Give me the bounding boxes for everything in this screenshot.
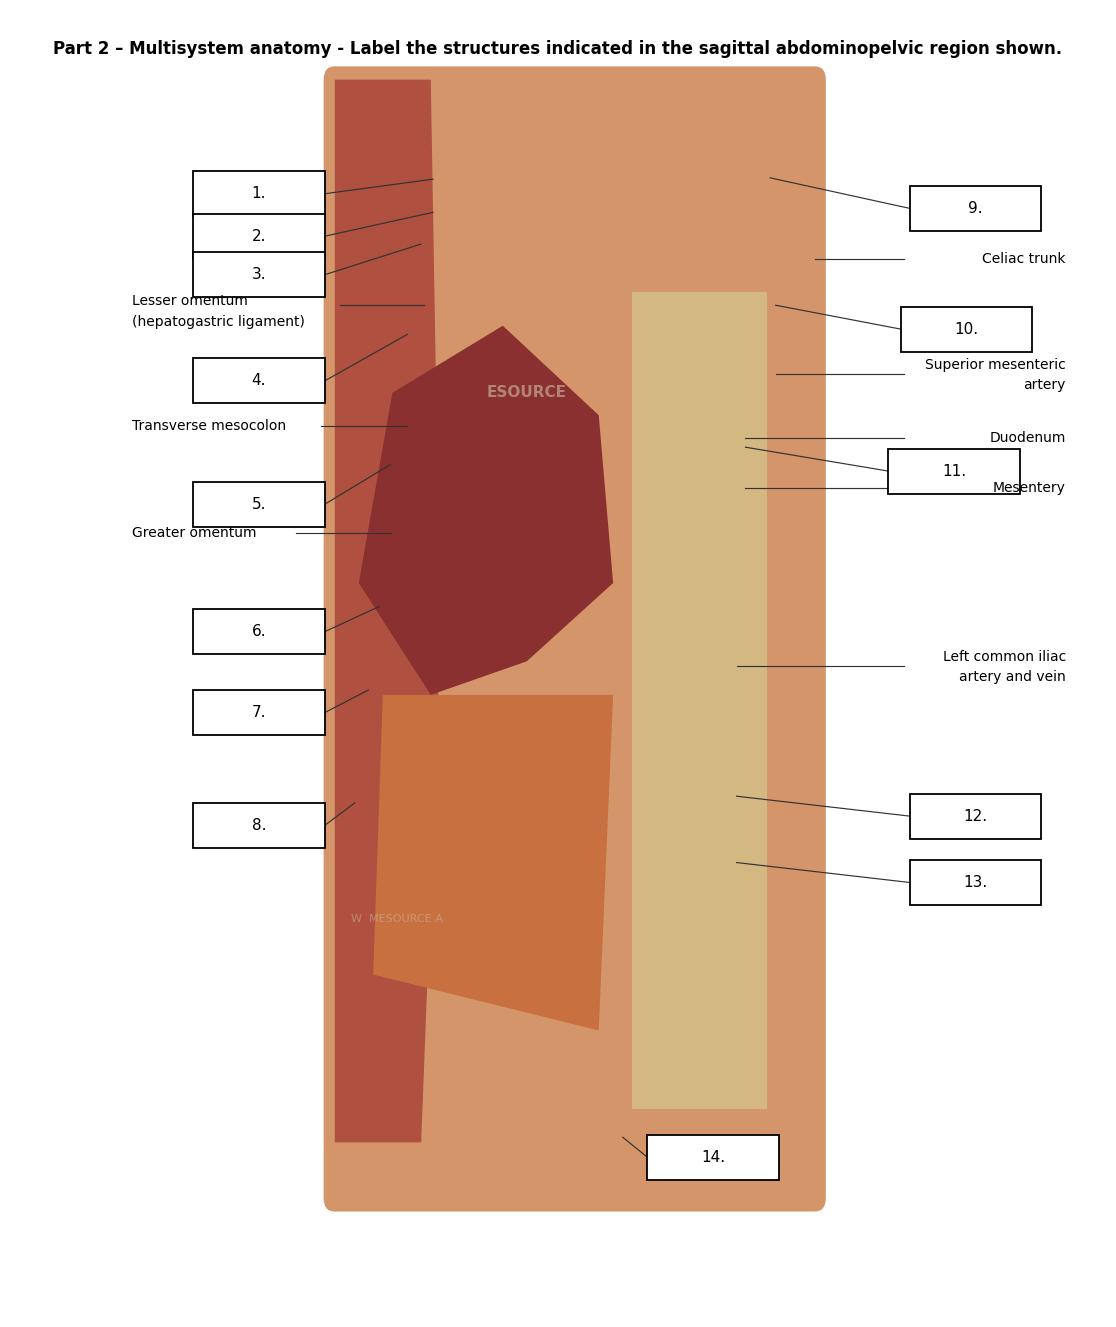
FancyBboxPatch shape <box>193 482 325 527</box>
FancyBboxPatch shape <box>193 690 325 735</box>
Text: 2.: 2. <box>252 228 266 244</box>
Text: Left common iliac: Left common iliac <box>943 650 1066 664</box>
Text: 4.: 4. <box>252 373 266 389</box>
Text: Mesentery: Mesentery <box>993 482 1066 495</box>
Text: Greater omentum: Greater omentum <box>132 527 257 540</box>
Polygon shape <box>335 80 441 1143</box>
FancyBboxPatch shape <box>901 307 1032 352</box>
Text: artery and vein: artery and vein <box>959 670 1066 683</box>
Text: W  MESOURCE.A: W MESOURCE.A <box>352 913 443 924</box>
FancyBboxPatch shape <box>193 609 325 654</box>
Text: 6.: 6. <box>251 624 267 640</box>
Text: 7.: 7. <box>252 705 266 721</box>
Text: Duodenum: Duodenum <box>990 431 1066 445</box>
Text: 13.: 13. <box>963 874 988 890</box>
FancyBboxPatch shape <box>193 171 325 216</box>
FancyBboxPatch shape <box>193 214 325 259</box>
FancyBboxPatch shape <box>193 358 325 403</box>
FancyBboxPatch shape <box>647 1135 779 1180</box>
Text: 1.: 1. <box>252 186 266 202</box>
Text: 14.: 14. <box>701 1149 725 1165</box>
FancyBboxPatch shape <box>910 186 1041 231</box>
Text: ESOURCE: ESOURCE <box>487 385 567 401</box>
FancyBboxPatch shape <box>324 66 826 1212</box>
Text: 12.: 12. <box>963 808 988 824</box>
FancyBboxPatch shape <box>888 449 1020 494</box>
Text: Part 2 – Multisystem anatomy - Label the structures indicated in the sagittal ab: Part 2 – Multisystem anatomy - Label the… <box>54 40 1062 58</box>
Text: artery: artery <box>1023 378 1066 391</box>
FancyBboxPatch shape <box>910 794 1041 839</box>
FancyBboxPatch shape <box>633 292 767 1109</box>
Text: (hepatogastric ligament): (hepatogastric ligament) <box>132 316 305 329</box>
FancyBboxPatch shape <box>910 860 1041 905</box>
Text: 11.: 11. <box>942 463 966 479</box>
Text: 3.: 3. <box>251 267 267 283</box>
Polygon shape <box>359 325 613 695</box>
Text: Transverse mesocolon: Transverse mesocolon <box>132 419 286 433</box>
Text: 5.: 5. <box>252 496 266 512</box>
Text: 8.: 8. <box>252 817 266 833</box>
Polygon shape <box>373 695 613 1031</box>
FancyBboxPatch shape <box>193 803 325 848</box>
FancyBboxPatch shape <box>193 252 325 297</box>
Text: Lesser omentum: Lesser omentum <box>132 295 248 308</box>
Text: Celiac trunk: Celiac trunk <box>982 252 1066 265</box>
Text: Superior mesenteric: Superior mesenteric <box>925 358 1066 372</box>
Text: 10.: 10. <box>954 321 979 337</box>
Text: 9.: 9. <box>968 200 983 216</box>
